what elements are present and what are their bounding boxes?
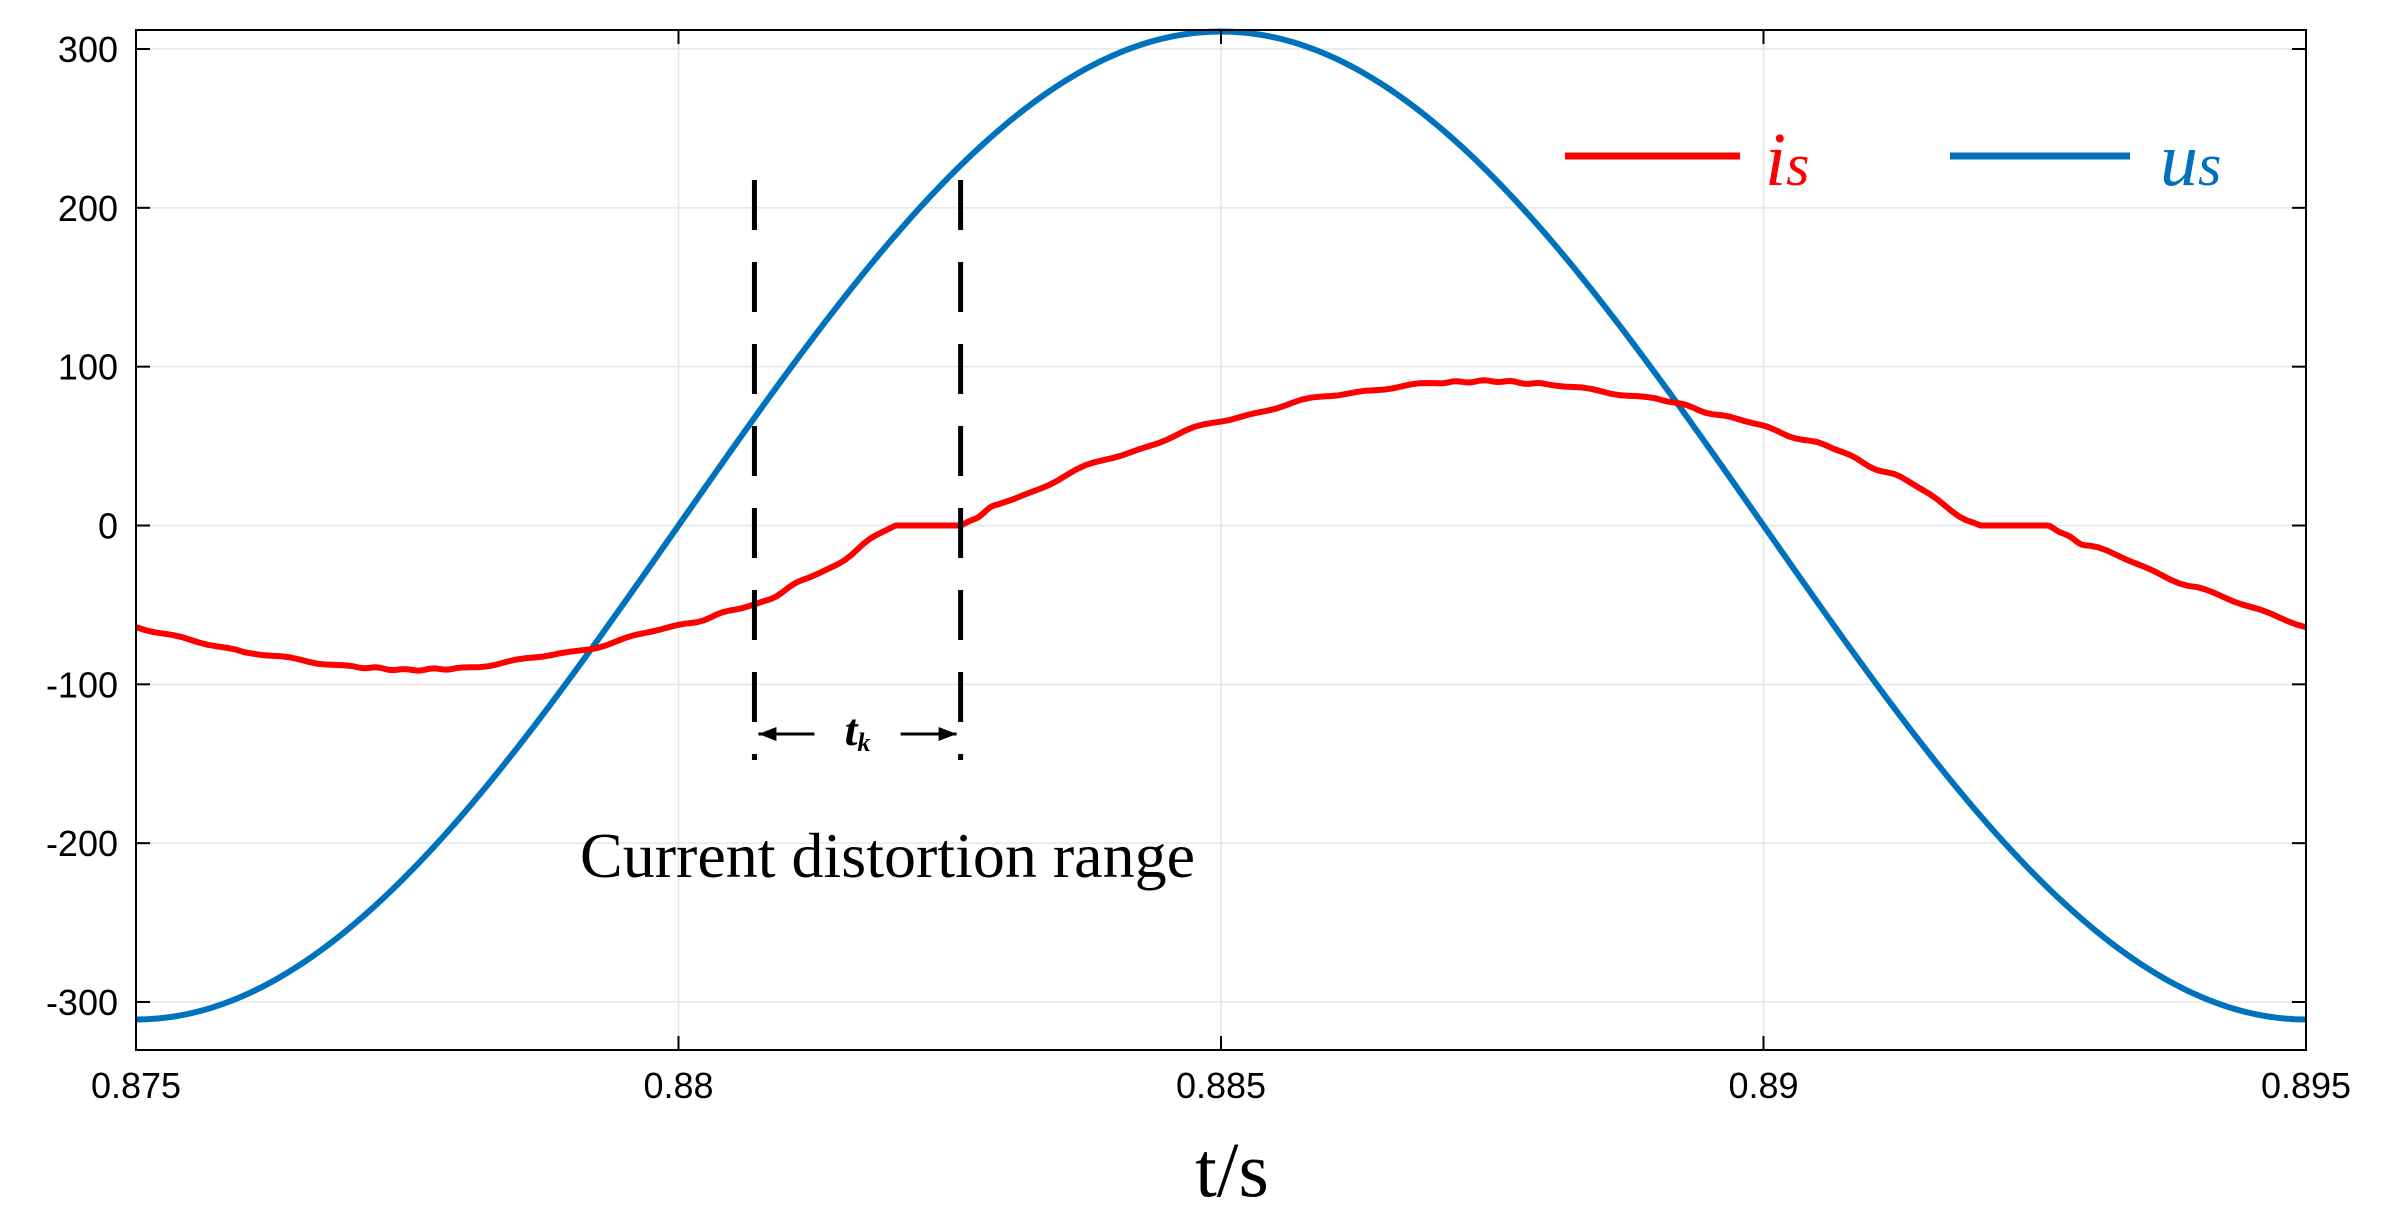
x-tick-label: 0.88 bbox=[643, 1065, 713, 1106]
y-tick-label: -300 bbox=[46, 982, 118, 1023]
x-tick-label: 0.89 bbox=[1728, 1065, 1798, 1106]
tk-arrow-right-head bbox=[938, 727, 957, 741]
legend-label-is: is bbox=[1765, 118, 1809, 202]
y-tick-label: -100 bbox=[46, 664, 118, 705]
x-axis-label: t/s bbox=[1195, 1126, 1269, 1213]
x-tick-label: 0.895 bbox=[2261, 1065, 2351, 1106]
y-tick-label: 200 bbox=[58, 188, 118, 229]
legend-label-us: us bbox=[2160, 118, 2221, 202]
legend: is us bbox=[1565, 118, 2221, 202]
distortion-range-label: Current distortion range bbox=[580, 820, 1195, 891]
y-tick-label: -200 bbox=[46, 823, 118, 864]
y-tick-label: 0 bbox=[98, 506, 118, 547]
legend-label-us-main: u bbox=[2160, 118, 2198, 202]
axis-ticks: 0.875 0.88 0.885 0.89 0.895 -300 -200 -100 0 100 2… bbox=[46, 29, 2351, 1106]
x-tick-label: 0.885 bbox=[1176, 1065, 1266, 1106]
tk-arrow-left-head bbox=[758, 727, 777, 741]
legend-label-is-sub: s bbox=[1786, 132, 1809, 198]
tk-label-sub: k bbox=[857, 728, 870, 757]
distortion-markers bbox=[751, 180, 964, 760]
legend-label-us-sub: s bbox=[2198, 132, 2221, 198]
tk-label-main: t bbox=[845, 704, 859, 755]
series-line-is bbox=[135, 377, 2307, 674]
tk-label: tk bbox=[845, 704, 871, 757]
grid bbox=[135, 30, 2307, 1050]
legend-label-is-main: i bbox=[1765, 118, 1786, 202]
y-tick-label: 300 bbox=[58, 29, 118, 70]
y-tick-label: 100 bbox=[58, 347, 118, 388]
x-tick-label: 0.875 bbox=[91, 1065, 181, 1106]
